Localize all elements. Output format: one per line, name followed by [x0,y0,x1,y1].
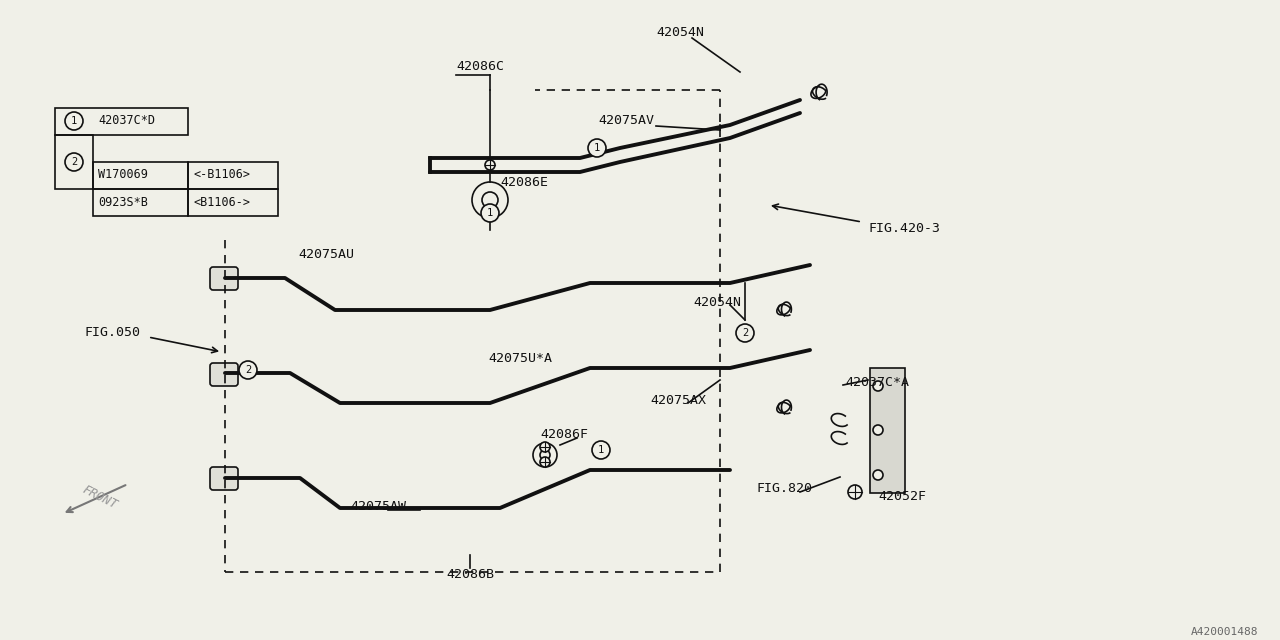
FancyBboxPatch shape [210,467,238,490]
Text: W170069: W170069 [99,168,148,182]
Bar [55,108,188,135]
FancyBboxPatch shape [210,363,238,386]
Text: <B1106->: <B1106-> [193,195,250,209]
Circle shape [483,192,498,208]
Text: 1: 1 [594,143,600,153]
Text: 42054N: 42054N [692,296,741,308]
Bar [55,135,93,189]
Text: 1: 1 [486,208,493,218]
Text: 42086E: 42086E [500,177,548,189]
Circle shape [540,442,550,452]
Text: FIG.820: FIG.820 [756,481,813,495]
Text: 42037C*A: 42037C*A [845,376,909,388]
Text: 42075AV: 42075AV [598,113,654,127]
Text: 1: 1 [70,116,77,126]
Bar [93,162,188,189]
Circle shape [481,204,499,222]
Circle shape [873,425,883,435]
Text: 42075AW: 42075AW [349,500,406,513]
Text: <-B1106>: <-B1106> [193,168,250,182]
Text: 42075AU: 42075AU [298,248,355,262]
Circle shape [540,450,550,460]
Text: 2: 2 [244,365,251,375]
Circle shape [849,485,861,499]
Bar [870,368,905,493]
Circle shape [873,470,883,480]
Circle shape [485,160,495,170]
Circle shape [591,441,611,459]
Circle shape [239,361,257,379]
Circle shape [588,139,605,157]
Text: 2: 2 [70,157,77,167]
Text: 42086B: 42086B [445,568,494,582]
Text: 42086C: 42086C [456,61,504,74]
Text: A420001488: A420001488 [1190,627,1258,637]
Circle shape [736,324,754,342]
Circle shape [65,112,83,130]
Bar [93,189,188,216]
Text: 0923S*B: 0923S*B [99,195,148,209]
Text: 1: 1 [598,445,604,455]
Circle shape [65,153,83,171]
Text: FIG.050: FIG.050 [84,326,141,339]
Text: 42075AX: 42075AX [650,394,707,406]
Text: 42054N: 42054N [657,26,704,40]
Text: 2: 2 [742,328,748,338]
Bar [188,162,278,189]
Text: 42037C*D: 42037C*D [99,115,155,127]
Text: 42075U*A: 42075U*A [488,351,552,365]
Circle shape [873,381,883,391]
Text: FIG.420-3: FIG.420-3 [868,221,940,234]
Text: 42052F: 42052F [878,490,925,504]
Bar [188,189,278,216]
Text: 42086F: 42086F [540,429,588,442]
FancyBboxPatch shape [210,267,238,290]
Text: FRONT: FRONT [81,483,119,511]
Circle shape [540,457,550,467]
